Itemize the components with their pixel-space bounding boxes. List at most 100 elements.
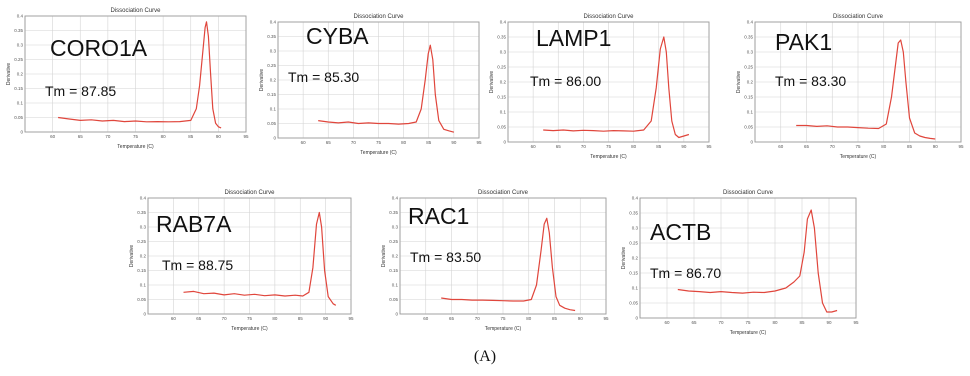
x-tick-label: 90 <box>681 144 687 149</box>
chart-title: Dissociation Curve <box>110 8 161 14</box>
y-tick-label: 0.1 <box>140 283 147 288</box>
x-tick-label: 65 <box>326 140 332 145</box>
y-tick-label: 0 <box>20 130 23 135</box>
y-tick-label: 0.4 <box>140 196 147 201</box>
x-tick-label: 80 <box>272 316 278 321</box>
x-tick-label: 90 <box>451 140 457 145</box>
y-tick-label: 0.05 <box>267 121 276 126</box>
chart-title: Dissociation Curve <box>583 14 634 20</box>
y-axis-label: Derivative <box>489 71 495 93</box>
y-tick-label: 0.05 <box>497 125 506 130</box>
y-tick-label: 0.05 <box>14 115 23 120</box>
x-tick-label: 60 <box>778 144 784 149</box>
gene-name-label: ACTB <box>650 219 711 245</box>
melt-curve-line <box>318 44 455 133</box>
x-tick-label: 75 <box>606 144 612 149</box>
chart-title: Dissociation Curve <box>224 190 275 196</box>
y-axis-label: Derivative <box>736 71 742 93</box>
tm-annotation: Tm = 83.30 <box>775 73 846 89</box>
y-axis-label: Derivative <box>621 247 627 269</box>
y-tick-label: 0.1 <box>17 101 24 106</box>
y-tick-label: 0.1 <box>500 110 507 115</box>
y-tick-label: 0.25 <box>137 239 146 244</box>
dissociation-chart: 60 65 70 75 80 85 90 95 0 0.05 0.1 0.15 0.2 0.25 0.3 0.… <box>489 14 712 160</box>
y-tick-label: 0.3 <box>747 50 754 55</box>
x-tick-label: 70 <box>475 316 481 321</box>
x-tick-label: 70 <box>105 134 111 139</box>
y-tick-label: 0.05 <box>744 125 753 130</box>
y-tick-label: 0.4 <box>270 20 277 25</box>
melt-curve-line <box>441 217 576 312</box>
y-tick-label: 0.25 <box>389 239 398 244</box>
y-tick-label: 0.2 <box>500 80 507 85</box>
y-axis-label: Derivative <box>6 63 12 85</box>
y-tick-label: 0.3 <box>632 226 639 231</box>
chart-panel-cyba: 60 65 70 75 80 85 90 95 0 0.05 0.1 0.15 0.2 0.25 0.3 0.… <box>258 10 483 156</box>
figure-label: (A) <box>473 348 497 365</box>
y-tick-label: 0.2 <box>392 254 399 259</box>
y-tick-label: 0.1 <box>270 107 277 112</box>
x-axis-label: Temperature (C) <box>117 144 154 150</box>
x-axis-label: Temperature (C) <box>590 154 627 160</box>
x-tick-label: 65 <box>691 320 697 325</box>
tm-annotation: Tm = 88.75 <box>162 257 233 273</box>
y-tick-label: 0.4 <box>392 196 399 201</box>
x-tick-label: 95 <box>603 316 609 321</box>
y-tick-label: 0.15 <box>267 92 276 97</box>
x-tick-label: 90 <box>826 320 832 325</box>
x-tick-label: 85 <box>426 140 432 145</box>
y-tick-label: 0.15 <box>744 95 753 100</box>
y-tick-label: 0.05 <box>629 301 638 306</box>
x-tick-label: 70 <box>222 316 228 321</box>
y-axis-label: Derivative <box>381 245 387 267</box>
melt-curve-line <box>543 36 690 139</box>
y-tick-label: 0.3 <box>392 225 399 230</box>
x-tick-label: 65 <box>449 316 455 321</box>
y-tick-label: 0.2 <box>140 254 147 259</box>
y-tick-label: 0.25 <box>629 241 638 246</box>
x-tick-label: 85 <box>552 316 558 321</box>
y-tick-label: 0.35 <box>389 210 398 215</box>
y-tick-label: 0.2 <box>632 256 639 261</box>
chart-panel-actb: 60 65 70 75 80 85 90 95 0 0.05 0.1 0.15 0.2 0.25 0.3 0.… <box>620 186 860 336</box>
y-tick-label: 0 <box>143 312 146 317</box>
chart-title: Dissociation Curve <box>833 14 884 20</box>
x-tick-label: 60 <box>50 134 56 139</box>
y-axis-label: Derivative <box>129 245 135 267</box>
x-tick-label: 65 <box>804 144 810 149</box>
gene-name-label: CYBA <box>306 23 369 49</box>
y-tick-label: 0.3 <box>140 225 147 230</box>
melt-curve-line <box>796 39 936 140</box>
y-tick-label: 0.25 <box>744 65 753 70</box>
x-tick-label: 95 <box>243 134 249 139</box>
y-tick-label: 0.25 <box>14 57 23 62</box>
x-tick-label: 75 <box>247 316 253 321</box>
y-tick-label: 0.4 <box>632 196 639 201</box>
y-tick-label: 0 <box>395 312 398 317</box>
x-tick-label: 80 <box>161 134 167 139</box>
y-tick-label: 0.05 <box>389 297 398 302</box>
y-tick-label: 0.15 <box>629 271 638 276</box>
dissociation-chart: 60 65 70 75 80 85 90 95 0 0.05 0.1 0.15 0.2 0.25 0.3 0.… <box>736 14 964 160</box>
x-tick-label: 60 <box>531 144 537 149</box>
tm-annotation: Tm = 87.85 <box>45 83 116 99</box>
y-tick-label: 0.35 <box>137 210 146 215</box>
tm-annotation: Tm = 86.00 <box>530 73 601 89</box>
x-tick-label: 80 <box>401 140 407 145</box>
y-tick-label: 0.4 <box>17 14 24 19</box>
x-tick-label: 60 <box>664 320 670 325</box>
chart-panel-coro1a: 60 65 70 75 80 85 90 95 0 0.05 0.1 0.15 0.2 0.25 0.3 0.… <box>5 4 250 150</box>
y-tick-label: 0.35 <box>497 35 506 40</box>
dissociation-chart: 60 65 70 75 80 85 90 95 0 0.05 0.1 0.15 0.2 0.25 0.3 0.… <box>381 190 609 332</box>
gene-name-label: RAB7A <box>156 211 232 237</box>
chart-title: Dissociation Curve <box>353 14 404 20</box>
x-axis-label: Temperature (C) <box>730 330 767 336</box>
x-tick-label: 70 <box>718 320 724 325</box>
x-tick-label: 85 <box>799 320 805 325</box>
x-tick-label: 85 <box>188 134 194 139</box>
y-tick-label: 0.15 <box>389 268 398 273</box>
melt-curve-line <box>677 209 838 313</box>
melt-curve-line <box>183 211 337 306</box>
tm-annotation: Tm = 85.30 <box>288 69 359 85</box>
x-tick-label: 60 <box>301 140 307 145</box>
